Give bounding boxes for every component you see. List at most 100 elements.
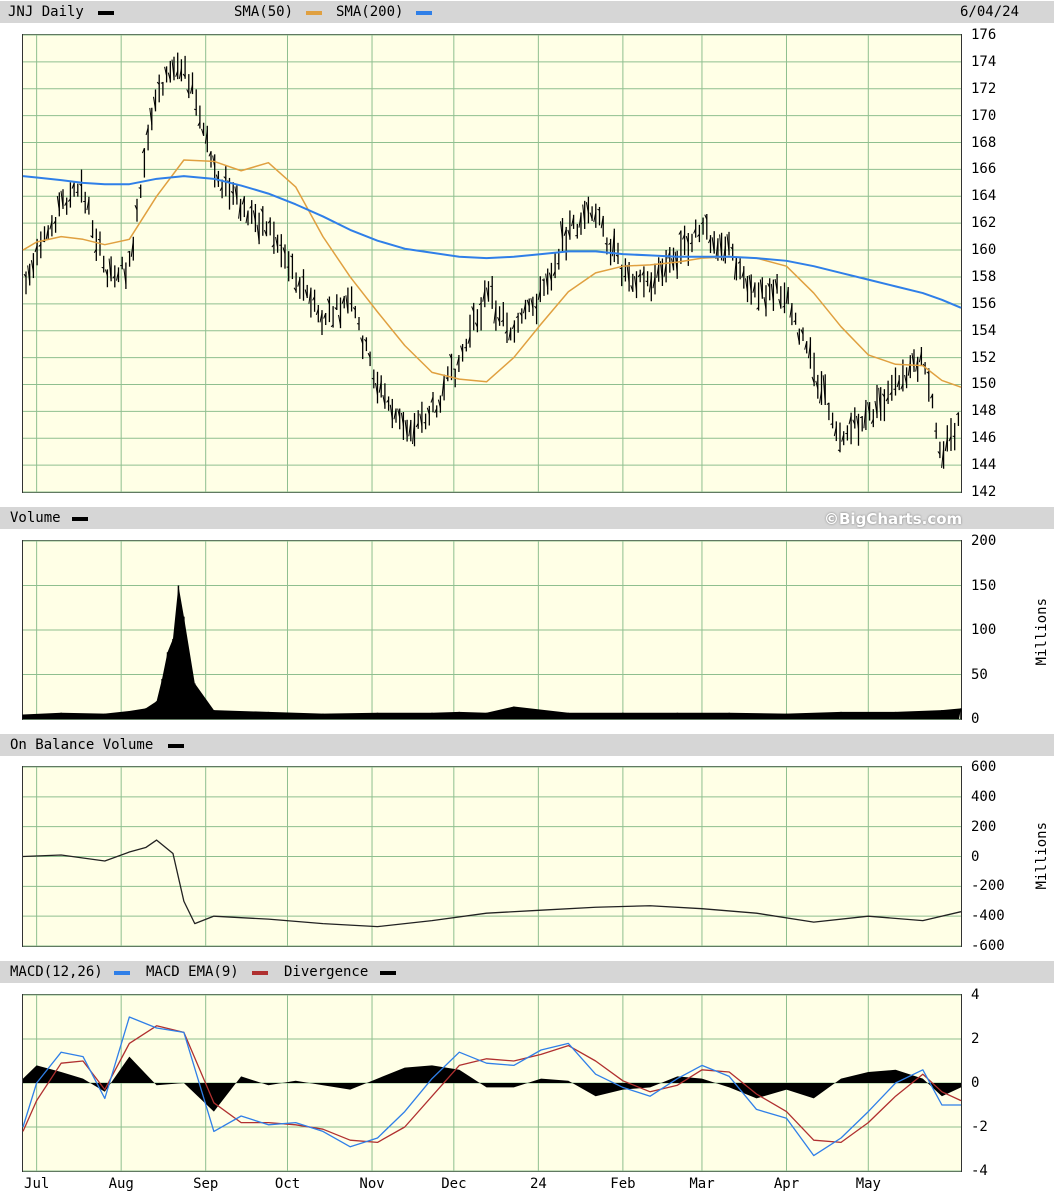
price-bar-open (419, 413, 423, 427)
price-bar-open (689, 242, 693, 245)
price-bar-open (304, 289, 308, 298)
price-bar-open (552, 271, 556, 276)
price-bar-open (79, 183, 82, 187)
price-bar-open (367, 352, 371, 358)
price-y-tick-label: 166 (971, 161, 997, 178)
price-bar-open (793, 319, 796, 323)
price-bar-open (434, 408, 438, 414)
price-bar-open (796, 332, 800, 344)
price-bar-open (907, 360, 911, 376)
price-bar-open (326, 298, 330, 305)
price-bar-open (948, 436, 952, 442)
x-tick-label: Oct (274, 1176, 301, 1192)
price-bar-open (641, 270, 645, 276)
price-bar-open (90, 235, 93, 238)
price-bar-open (386, 399, 390, 403)
price-bar-open (397, 408, 401, 418)
price-bar-open (156, 81, 160, 85)
price-bar-open (64, 201, 68, 206)
price-bar-open (722, 245, 726, 262)
price-bar-open (149, 107, 153, 125)
price-bar-open (27, 265, 31, 283)
price-bar-open (733, 257, 737, 280)
x-tick-label: Mar (689, 1176, 715, 1192)
price-bar-open (630, 285, 634, 292)
price-bar-open (56, 195, 60, 212)
price-bar-open (138, 187, 141, 189)
price-bar-open (867, 402, 871, 415)
price-bar-open (378, 380, 382, 393)
price-bar-open (656, 264, 660, 278)
obv-y-tick-label: 0 (971, 848, 980, 865)
price-bar-open (752, 284, 756, 293)
x-tick-label: May (855, 1176, 881, 1192)
price-bar-open (456, 356, 460, 366)
price-bar-open (290, 255, 293, 258)
price-bar-open (811, 376, 815, 384)
price-bar-open (730, 246, 734, 250)
price-bar-open (904, 374, 908, 385)
price-bar-open (501, 319, 504, 323)
obv-y-tick-label: -400 (971, 908, 1005, 925)
price-bar-open (482, 289, 486, 302)
x-tick-label: Nov (359, 1176, 385, 1192)
price-bar-open (352, 307, 356, 311)
price-bar-open (685, 236, 689, 244)
obv-y-tick-label: -600 (971, 938, 1005, 954)
price-bar-open (745, 278, 748, 293)
volume-swatch (72, 517, 88, 521)
price-bar-open (585, 202, 589, 214)
divergence-label: Divergence (284, 964, 369, 980)
volume-y-tick-label: 100 (971, 622, 997, 638)
price-bar-open (297, 278, 301, 287)
price-bar-open (404, 420, 408, 437)
price-y-tick-label: 148 (971, 403, 997, 420)
price-bar-open (889, 391, 893, 396)
volume-y-tick-label: 50 (971, 666, 988, 683)
price-bar-open (234, 186, 238, 200)
price-bar-open (345, 295, 349, 313)
macd-y-tick-label: 2 (971, 1031, 980, 1047)
price-y-tick-label: 164 (971, 188, 997, 205)
price-bar-open (312, 296, 316, 301)
price-bar-open (445, 377, 449, 380)
price-bar-open (645, 280, 648, 283)
price-bar-open (863, 404, 867, 429)
price-bar-open (637, 273, 641, 278)
macd-ema-swatch (252, 971, 268, 975)
x-tick-label: Jul (24, 1176, 50, 1192)
price-y-tick-label: 168 (971, 134, 997, 151)
price-bar-open (582, 204, 586, 224)
price-y-tick-label: 176 (971, 27, 997, 43)
price-bar-open (941, 448, 945, 468)
price-bar-open (608, 242, 611, 245)
volume-header: Volume (0, 507, 1054, 529)
price-bar-open (860, 416, 863, 419)
price-bar-open (756, 306, 759, 310)
obv-y-tick-label: 600 (971, 759, 997, 775)
price-bar-open (682, 234, 686, 240)
price-bar-open (219, 186, 223, 192)
price-bar-open (145, 127, 149, 136)
obv-unit-label: Millions (1034, 822, 1050, 890)
price-bar-open (767, 283, 771, 288)
price-bar-open (504, 330, 508, 334)
obv-swatch (168, 744, 184, 748)
price-bar-open (238, 201, 242, 219)
price-bar-open (34, 244, 38, 253)
macd-y-tick-label: -4 (971, 1163, 988, 1179)
price-bar-open (282, 247, 286, 255)
price-bar-open (548, 272, 552, 282)
macd-swatch (114, 971, 130, 975)
price-bar-open (182, 73, 186, 78)
volume-y-tick-label: 0 (971, 711, 980, 727)
price-bar-open (415, 422, 419, 428)
price-bar-open (53, 220, 57, 225)
price-bar-open (944, 437, 948, 452)
macd-ema-line (22, 1025, 962, 1144)
price-bar-open (319, 312, 323, 323)
price-bar-open (474, 322, 478, 328)
price-bar-open (86, 199, 90, 211)
obv-y-tick-label: 200 (971, 818, 997, 835)
